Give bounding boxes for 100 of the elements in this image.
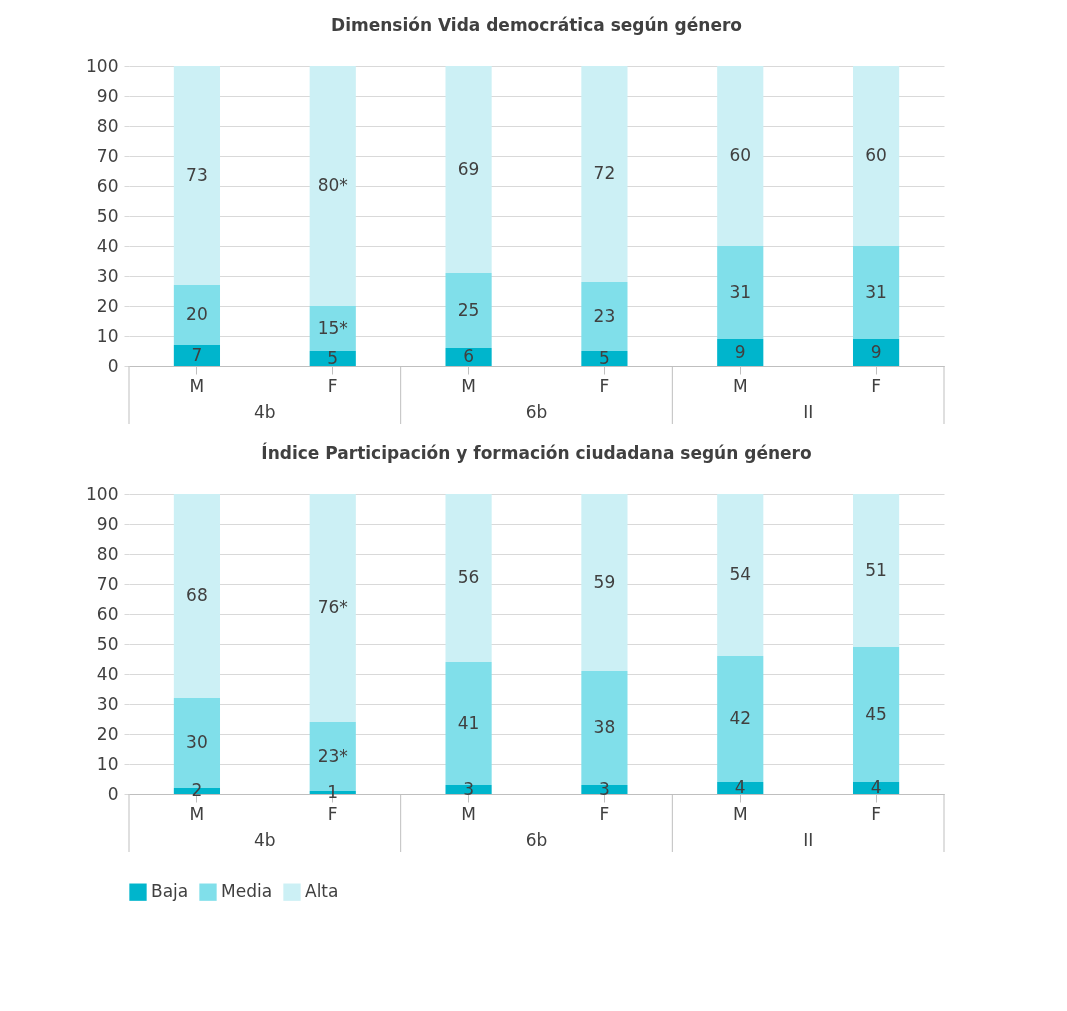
text: 6b — [525, 402, 548, 422]
y-tick-label: 60 — [96, 175, 119, 196]
y-tick-label: 40 — [96, 235, 119, 256]
bar — [173, 345, 221, 366]
data-label: 54 — [729, 564, 752, 584]
y-tick-label: 80 — [96, 115, 119, 136]
y-tick-label: 30 — [96, 265, 119, 286]
data-label: 31 — [729, 281, 752, 302]
x-tick-label: M — [189, 803, 205, 824]
y-tick-label: 60 — [96, 603, 119, 624]
data-label: 23 — [593, 305, 616, 326]
y-tick-label: 10 — [96, 753, 119, 774]
chart-title: Índice Participación y formación ciudadana según género — [261, 442, 812, 463]
y-tick-label: 70 — [96, 145, 119, 166]
data-label: 23* — [317, 745, 348, 766]
data-label: 60 — [865, 145, 887, 165]
data-label: 5 — [599, 347, 610, 368]
bar — [309, 351, 356, 366]
text: 4b — [254, 830, 276, 850]
text: 4b — [254, 402, 276, 422]
y-tick-label: 10 — [96, 325, 119, 346]
bar — [581, 66, 628, 282]
x-tick-label: F — [327, 803, 338, 824]
bar — [852, 246, 900, 339]
data-label: 68 — [186, 585, 208, 605]
legend-label: Baja — [151, 881, 189, 902]
data-label: 6 — [463, 346, 474, 366]
y-tick-label: 0 — [107, 783, 119, 804]
data-label: 59 — [593, 571, 616, 592]
bar — [173, 494, 221, 698]
bar — [852, 494, 900, 647]
data-label: 9 — [870, 341, 882, 362]
y-tick-label: 80 — [96, 543, 119, 564]
data-label: 15* — [317, 317, 348, 338]
y-tick-label: 50 — [96, 633, 119, 654]
bar — [852, 647, 900, 782]
y-tick-label: 30 — [96, 693, 119, 714]
bar — [852, 339, 900, 366]
y-tick-label: 50 — [96, 205, 119, 226]
bar — [445, 273, 492, 348]
data-label: 4 — [870, 777, 882, 797]
legend-label: Alta — [305, 881, 339, 902]
y-tick-label: 20 — [96, 723, 119, 744]
bar — [445, 348, 492, 366]
data-label: 72 — [593, 163, 616, 183]
data-label: 9 — [734, 341, 746, 362]
y-tick-label: 90 — [96, 513, 119, 534]
text: II — [803, 830, 814, 850]
x-tick-label: F — [599, 375, 610, 396]
bar — [309, 494, 356, 722]
data-label: 76* — [317, 597, 348, 617]
x-tick-label: F — [327, 375, 338, 396]
bar — [852, 66, 900, 246]
data-label: 1 — [327, 781, 339, 802]
y-tick-label: 100 — [86, 55, 119, 76]
text: 6b — [525, 830, 548, 850]
data-label: 7 — [191, 344, 203, 365]
data-label: 31 — [865, 281, 887, 302]
data-label: 30 — [186, 732, 208, 752]
data-label: 25 — [457, 299, 480, 320]
data-label: 56 — [457, 567, 480, 587]
y-tick-label: 70 — [96, 573, 119, 594]
data-label: 3 — [463, 778, 474, 799]
data-label: 4 — [734, 777, 746, 797]
bar — [717, 339, 764, 366]
data-label: 80* — [317, 175, 348, 195]
bar — [581, 494, 628, 671]
bar — [717, 246, 764, 339]
y-tick-label: 90 — [96, 85, 119, 106]
bar — [309, 306, 356, 351]
data-label: 42 — [729, 708, 752, 728]
bar — [445, 66, 492, 273]
bar — [309, 66, 356, 306]
bar — [173, 285, 221, 345]
bar — [581, 351, 628, 366]
y-tick-label: 20 — [96, 295, 119, 316]
y-tick-label: 0 — [107, 355, 119, 376]
x-tick-label: M — [732, 803, 748, 824]
bar — [445, 494, 492, 662]
data-label: 73 — [186, 164, 208, 185]
x-tick-label: M — [461, 375, 476, 396]
data-label: 20 — [186, 304, 208, 324]
data-label: 5 — [327, 347, 339, 368]
x-tick-label: M — [461, 803, 476, 824]
x-tick-label: F — [871, 803, 881, 824]
y-tick-label: 100 — [86, 483, 119, 504]
data-label: 69 — [457, 158, 480, 179]
data-label: 3 — [599, 778, 610, 799]
text: II — [803, 402, 814, 422]
data-label: 45 — [865, 703, 887, 724]
chart-title: Dimensión Vida democrática según género — [331, 15, 742, 35]
y-tick-label: 40 — [96, 663, 119, 684]
x-tick-label: F — [871, 375, 881, 396]
bar — [173, 66, 221, 285]
x-tick-label: M — [732, 375, 748, 396]
legend-label: Media — [221, 881, 273, 902]
bar — [717, 656, 764, 782]
data-label: 51 — [865, 559, 887, 580]
x-tick-label: M — [189, 375, 205, 396]
x-tick-label: F — [599, 803, 610, 824]
